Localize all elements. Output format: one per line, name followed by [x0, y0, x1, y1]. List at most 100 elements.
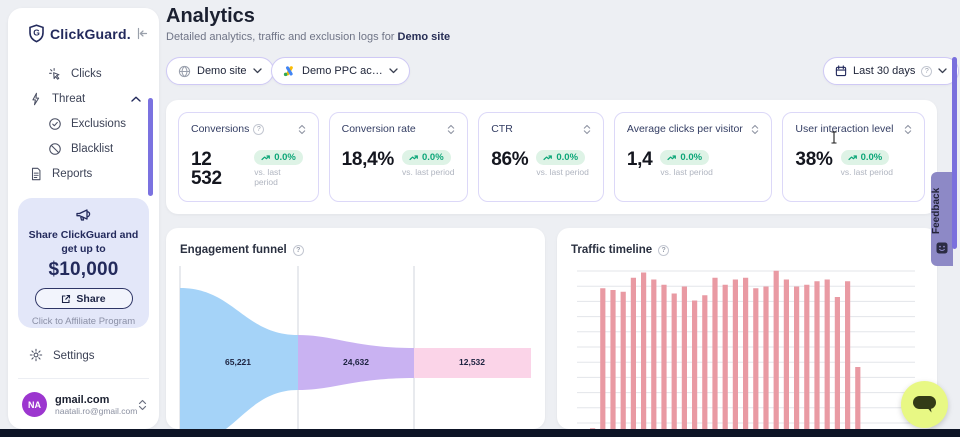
traffic-bar[interactable] — [732, 279, 738, 430]
traffic-bar[interactable] — [590, 428, 596, 429]
external-link-icon — [61, 294, 71, 304]
traffic-bar[interactable] — [692, 300, 698, 430]
traffic-bar[interactable] — [600, 288, 606, 429]
stat-label: Conversion rate — [341, 123, 416, 135]
date-range-dropdown[interactable]: Last 30 days ? — [823, 57, 960, 85]
promo-text-line2: get up to — [61, 243, 106, 256]
stat-label: Conversions — [191, 123, 250, 135]
traffic-bar[interactable] — [773, 270, 779, 429]
stat-label: CTR — [491, 123, 513, 135]
traffic-bar[interactable] — [661, 284, 667, 429]
sort-updown-icon[interactable] — [447, 124, 455, 135]
smiley-icon — [936, 241, 948, 259]
engagement-funnel-chart[interactable]: 65,221 24,632 12,532 — [176, 258, 533, 429]
sidebar-scrollbar[interactable] — [148, 98, 153, 196]
chevron-down-icon — [938, 68, 948, 74]
collapse-sidebar-icon[interactable] — [136, 27, 149, 40]
traffic-bar[interactable] — [763, 286, 769, 430]
traffic-bar[interactable] — [743, 277, 749, 429]
stat-caption: vs. last period — [536, 167, 589, 177]
sort-updown-icon[interactable] — [904, 124, 912, 135]
globe-icon — [178, 65, 191, 78]
traffic-timeline-panel: Traffic timeline ? — [557, 228, 937, 429]
traffic-bar[interactable] — [610, 290, 616, 429]
share-button[interactable]: Share — [34, 288, 133, 310]
stat-change-value: 0.0% — [421, 152, 444, 163]
ppc-account-dropdown[interactable]: Demo PPC ac… — [271, 57, 410, 85]
traffic-bar[interactable] — [753, 288, 759, 429]
sidebar-item-label: Clicks — [71, 67, 102, 80]
share-button-label: Share — [76, 292, 106, 305]
traffic-timeline-chart[interactable] — [567, 262, 929, 429]
funnel-value-1: 24,632 — [343, 357, 369, 367]
stat-value: 12 532 — [191, 149, 222, 189]
sort-updown-icon[interactable] — [583, 124, 591, 135]
stats-row: Conversions? 12 532 0.0% vs. last period Con… — [178, 112, 926, 202]
traffic-bar[interactable] — [845, 281, 851, 429]
traffic-bar[interactable] — [794, 286, 800, 430]
promo-amount: $10,000 — [48, 259, 119, 281]
traffic-bar[interactable] — [783, 279, 789, 430]
clickguard-shield-logo-icon: G — [28, 24, 45, 43]
traffic-bar[interactable] — [824, 279, 830, 430]
stat-change-value: 0.0% — [274, 152, 296, 163]
chat-widget-button[interactable] — [901, 381, 948, 428]
text-cursor — [830, 131, 838, 149]
traffic-bar[interactable] — [702, 295, 708, 429]
site-selector-dropdown[interactable]: Demo site — [166, 57, 274, 85]
promo-text-line1: Share ClickGuard and — [28, 229, 139, 241]
traffic-bar[interactable] — [630, 277, 636, 429]
stat-card-conversions: Conversions? 12 532 0.0% vs. last period — [178, 112, 319, 202]
sidebar-item-blacklist[interactable]: Blacklist — [8, 136, 159, 161]
sidebar-nav: Clicks Threat Exclusions Blacklist Reports — [8, 61, 159, 186]
stat-change-badge: 0.0% — [840, 150, 890, 165]
stat-value: 18,4% — [341, 149, 395, 170]
chevron-up-icon[interactable] — [131, 96, 141, 102]
page-scrollbar[interactable] — [952, 57, 957, 249]
stat-change-value: 0.0% — [680, 152, 703, 163]
sidebar-item-threat[interactable]: Threat — [8, 86, 159, 111]
stat-label: User interaction level — [795, 123, 894, 135]
chevron-down-icon — [252, 68, 262, 74]
engagement-funnel-title: Engagement funnel — [180, 244, 287, 256]
feedback-tab[interactable]: Feedback — [931, 172, 953, 266]
traffic-bar[interactable] — [834, 297, 840, 429]
funnel-stage-converted — [414, 348, 531, 378]
sidebar-item-settings[interactable]: Settings — [8, 344, 159, 368]
affiliate-promo-card[interactable]: Share ClickGuard and get up to $10,000 S… — [18, 198, 149, 328]
stat-value: 86% — [491, 149, 529, 170]
stat-caption: vs. last period — [254, 167, 281, 187]
sort-updown-icon[interactable] — [751, 124, 759, 135]
sidebar-item-clicks[interactable]: Clicks — [8, 61, 159, 86]
account-switcher[interactable]: NA gmail.com naatali.ro@gmail.com — [8, 392, 159, 417]
feedback-tab-label: Feedback — [931, 187, 942, 235]
stat-change-badge: 0.0% — [660, 150, 710, 165]
sidebar-item-exclusions[interactable]: Exclusions — [8, 111, 159, 136]
traffic-bar[interactable] — [804, 284, 810, 429]
traffic-bar[interactable] — [681, 286, 687, 430]
traffic-bar[interactable] — [641, 272, 647, 430]
sidebar-item-label: Blacklist — [71, 142, 114, 155]
traffic-bar[interactable] — [814, 281, 820, 429]
stat-value: 1,4 — [626, 149, 653, 170]
page-subtitle-target: Demo site — [397, 31, 451, 43]
affiliate-program-link[interactable]: Click to Affiliate Program — [31, 316, 136, 328]
traffic-bar[interactable] — [855, 367, 861, 429]
ppc-account-value: Demo PPC ac… — [302, 65, 383, 77]
sidebar-divider — [18, 378, 149, 379]
stat-change-value: 0.0% — [556, 152, 579, 163]
select-updown-icon — [138, 399, 147, 411]
sort-updown-icon[interactable] — [298, 124, 306, 135]
info-icon: ? — [253, 123, 265, 135]
sidebar-item-reports[interactable]: Reports — [8, 161, 159, 186]
traffic-bar[interactable] — [671, 293, 677, 430]
sidebar-item-label: Exclusions — [71, 117, 126, 130]
stat-caption: vs. last period — [840, 167, 894, 177]
traffic-bar[interactable] — [722, 284, 728, 429]
funnel-value-0: 65,221 — [225, 357, 251, 367]
stat-label: Average clicks per visitor — [626, 123, 743, 135]
traffic-bar[interactable] — [712, 277, 718, 429]
reports-icon — [29, 167, 43, 181]
traffic-bar[interactable] — [620, 291, 626, 429]
traffic-bar[interactable] — [651, 279, 657, 430]
